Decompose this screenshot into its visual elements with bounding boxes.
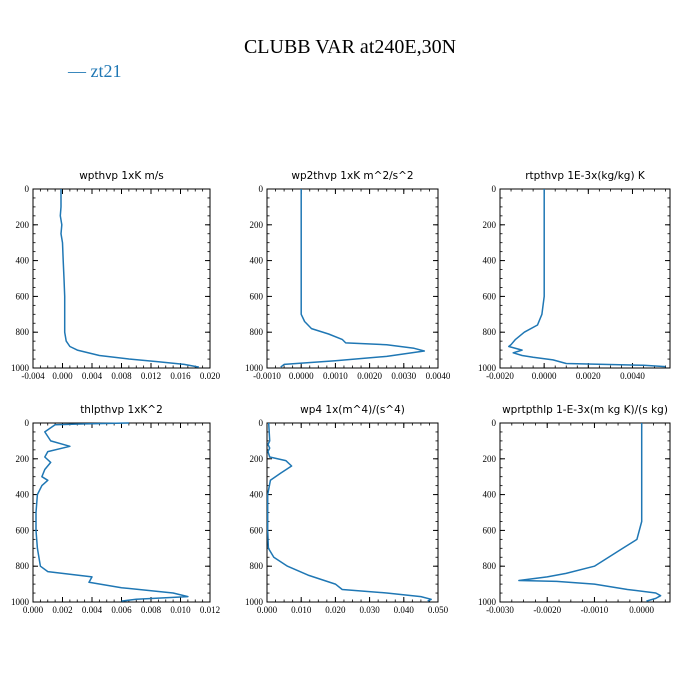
- x-tick-label: 0.0020: [357, 371, 382, 381]
- y-tick-label: 400: [483, 490, 497, 500]
- x-tick-label: 0.0040: [426, 371, 451, 381]
- plot-frame: [32, 422, 211, 603]
- subplot-title: wprtpthlp 1-E-3x(m kg K)/(s kg): [502, 404, 668, 416]
- legend: — zt21: [68, 61, 122, 82]
- x-tick-label: 0.000: [257, 605, 278, 615]
- plot-frame: [32, 188, 211, 369]
- y-tick-label: 200: [16, 454, 30, 464]
- y-tick-label: 1000: [478, 597, 497, 607]
- subplot-6: wprtpthlp 1-E-3x(m kg K)/(s kg) -0.0030 -0…: [478, 404, 671, 615]
- series-line-zt21: [266, 422, 432, 602]
- series-line-zt21: [508, 189, 666, 368]
- x-tick-label: 0.010: [170, 605, 191, 615]
- y-tick-label: 200: [483, 454, 497, 464]
- subplot-title: wp2thvp 1xK m^2/s^2: [291, 170, 413, 182]
- x-tick-label: 0.020: [325, 605, 346, 615]
- x-tick-label: -0.004: [21, 371, 45, 381]
- y-tick-label: 600: [483, 291, 497, 301]
- main-title: CLUBB VAR at240E,30N: [243, 36, 457, 58]
- subplot-3: rtpthvp 1E-3x(kg/kg) K -0.0020 0.0000 0.002…: [478, 170, 671, 381]
- x-tick-label: 0.0000: [532, 371, 557, 381]
- subplot-5: wp4 1x(m^4)/(s^4) 0.000 0.010 0.020 0.030 0.0…: [245, 404, 449, 615]
- y-tick-label: 600: [250, 291, 264, 301]
- y-tick-label: 1000: [11, 597, 30, 607]
- y-tick-label: 800: [483, 561, 497, 571]
- y-tick-label: 0: [25, 184, 30, 194]
- legend-marker: —: [68, 61, 91, 81]
- y-tick-label: 800: [250, 327, 264, 337]
- y-tick-label: 1000: [245, 597, 264, 607]
- y-tick-label: 0: [259, 184, 264, 194]
- x-tick-label: 0.006: [111, 605, 132, 615]
- x-tick-label: 0.0000: [629, 605, 654, 615]
- x-tick-label: 0.012: [141, 371, 161, 381]
- y-tick-label: 400: [250, 490, 264, 500]
- y-tick-label: 600: [483, 525, 497, 535]
- y-tick-label: 200: [250, 454, 264, 464]
- x-tick-label: 0.030: [359, 605, 380, 615]
- x-tick-label: 0.020: [200, 371, 221, 381]
- plot-frame: [266, 422, 439, 603]
- x-tick-label: 0.040: [394, 605, 415, 615]
- subplot-4: thlpthvp 1xK^2 0.000 0.002 0.004 0.006 0.008 0…: [11, 404, 220, 615]
- series-line-zt21: [59, 189, 200, 368]
- subplot-title: rtpthvp 1E-3x(kg/kg) K: [525, 170, 646, 182]
- subplot-1: wpthvp 1xK m/s -0.004 0.000 0.004 0.008 0.012…: [11, 170, 221, 381]
- x-tick-label: 0.010: [291, 605, 312, 615]
- x-tick-label: 0.016: [170, 371, 191, 381]
- x-tick-label: 0.004: [82, 371, 103, 381]
- y-tick-label: 0: [259, 418, 264, 428]
- x-tick-label: 0.000: [23, 605, 44, 615]
- subplot-2: wp2thvp 1xK m^2/s^2 -0.0010 0.0000 0.0010 0.…: [245, 170, 451, 381]
- x-tick-label: 0.0010: [323, 371, 348, 381]
- y-tick-label: 800: [16, 561, 30, 571]
- subplot-title: wp4 1x(m^4)/(s^4): [300, 404, 405, 416]
- y-tick-label: 800: [250, 561, 264, 571]
- y-tick-label: 400: [16, 490, 30, 500]
- x-tick-label: 0.008: [141, 605, 162, 615]
- subplot-title: thlpthvp 1xK^2: [80, 404, 163, 416]
- x-tick-label: 0.0030: [391, 371, 416, 381]
- y-tick-label: 600: [250, 525, 264, 535]
- y-tick-label: 0: [492, 184, 497, 194]
- y-tick-label: 200: [483, 220, 497, 230]
- y-tick-label: 800: [16, 327, 30, 337]
- x-tick-label: 0.008: [111, 371, 132, 381]
- y-tick-label: 0: [492, 418, 497, 428]
- y-tick-label: 1000: [245, 363, 264, 373]
- y-tick-label: 0: [25, 418, 30, 428]
- x-tick-label: -0.0020: [486, 371, 514, 381]
- x-tick-label: 0.002: [52, 605, 72, 615]
- x-tick-label: 0.0040: [620, 371, 645, 381]
- x-tick-label: 0.0000: [289, 371, 314, 381]
- subplot-title: wpthvp 1xK m/s: [79, 170, 164, 182]
- plot-frame: [266, 188, 439, 369]
- x-tick-label: 0.000: [52, 371, 73, 381]
- x-tick-label: 0.0020: [576, 371, 601, 381]
- y-tick-label: 600: [16, 291, 30, 301]
- y-tick-label: 200: [16, 220, 30, 230]
- x-tick-label: -0.0010: [253, 371, 281, 381]
- y-tick-label: 1000: [478, 363, 497, 373]
- plot-frame: [499, 188, 671, 369]
- y-tick-label: 400: [483, 256, 497, 266]
- y-tick-label: 400: [16, 256, 30, 266]
- y-tick-label: 600: [16, 525, 30, 535]
- series-line-zt21: [35, 422, 189, 602]
- series-line-zt21: [518, 423, 662, 602]
- legend-label: zt21: [90, 61, 122, 81]
- y-tick-label: 1000: [11, 363, 30, 373]
- plot-frame: [499, 422, 671, 603]
- x-tick-label: 0.004: [82, 605, 103, 615]
- x-tick-label: -0.0030: [486, 605, 514, 615]
- y-tick-label: 400: [250, 256, 264, 266]
- series-line-zt21: [280, 189, 426, 368]
- y-tick-label: 200: [250, 220, 264, 230]
- x-tick-label: 0.050: [428, 605, 449, 615]
- x-tick-label: -0.0010: [581, 605, 609, 615]
- y-tick-label: 800: [483, 327, 497, 337]
- x-tick-label: 0.012: [200, 605, 220, 615]
- x-tick-label: -0.0020: [533, 605, 561, 615]
